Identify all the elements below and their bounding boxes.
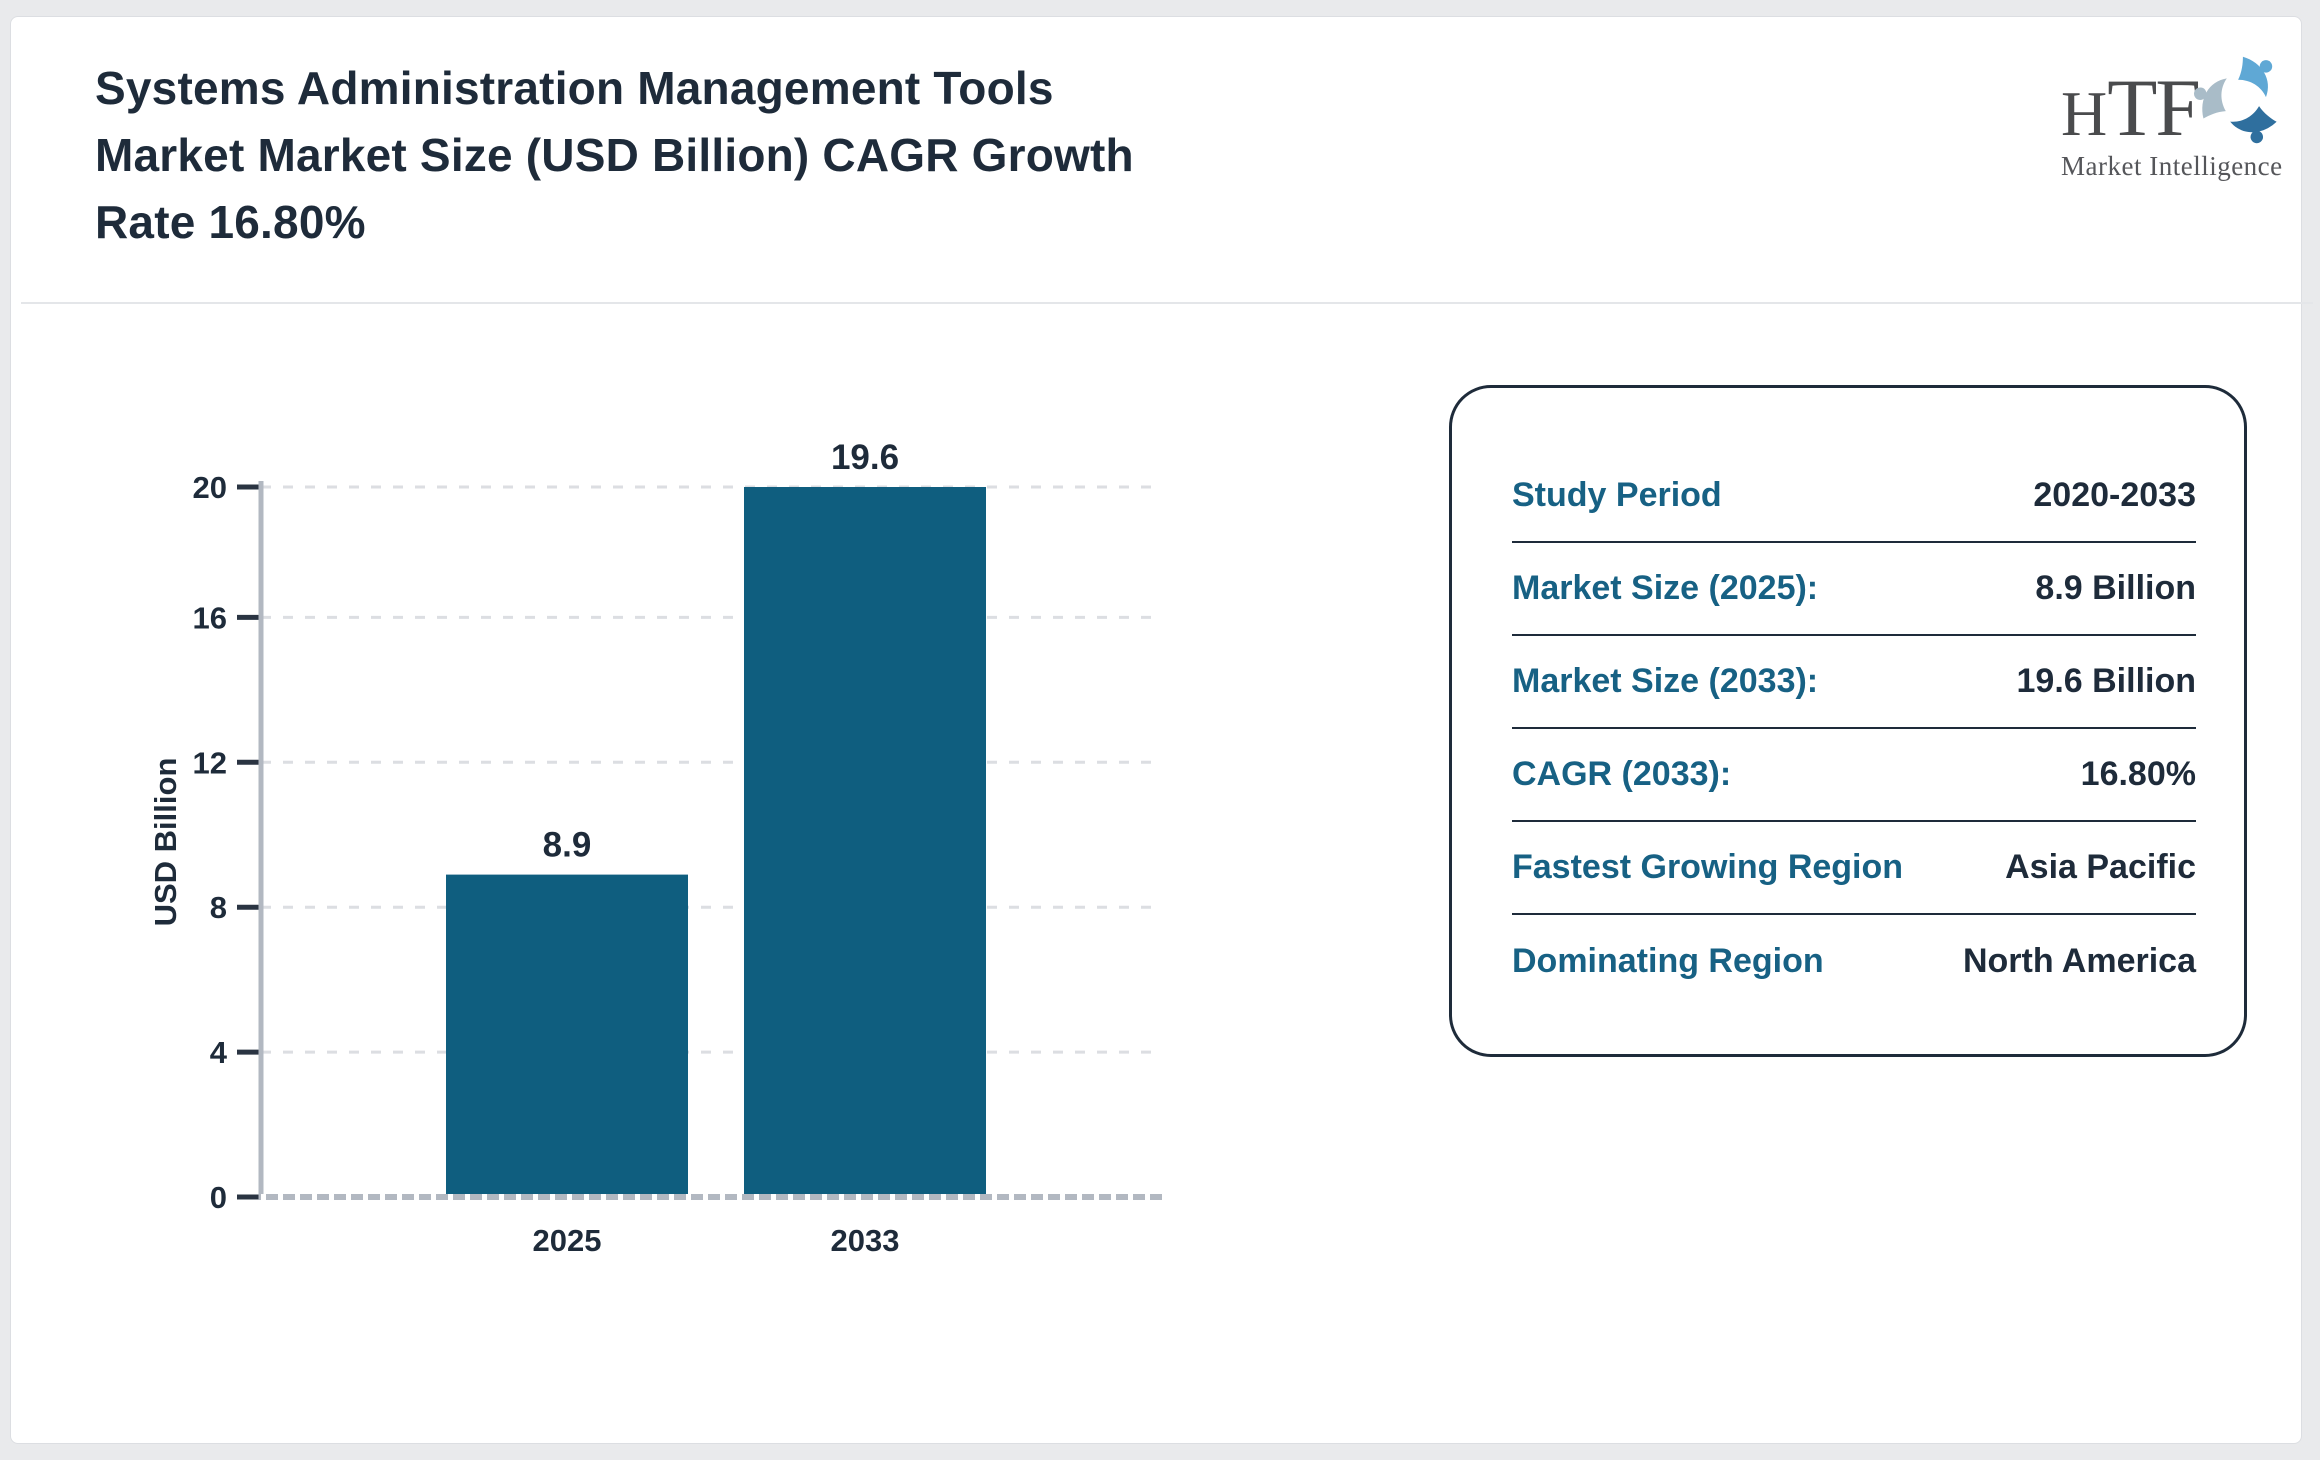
panel-row-label: CAGR (2033):: [1512, 755, 1732, 793]
title-line-1: Systems Administration Management Tools: [95, 62, 1054, 114]
panel-row-value: North America: [1962, 942, 2196, 980]
summary-panel: Study Period 2020-2033 Market Size (2025…: [1449, 385, 2247, 1057]
panel-row-value: 8.9 Billion: [2035, 569, 2196, 607]
y-tick-label: 12: [193, 745, 227, 780]
logo-wordmark: HTF: [2061, 67, 2201, 149]
bar-2025: [446, 874, 688, 1197]
panel-row-label: Dominating Region: [1512, 942, 1824, 980]
header-divider: [21, 302, 2313, 304]
y-axis-title: USD Billion: [148, 758, 183, 927]
panel-row-value: 2020-2033: [2033, 476, 2196, 514]
panel-row-market-size-2033: Market Size (2033): 19.6 Billion: [1512, 636, 2196, 729]
panel-row-value: 19.6 Billion: [2016, 662, 2197, 700]
report-card: Systems Administration Management Tools …: [10, 16, 2313, 1444]
logo-letter-t: T: [2107, 62, 2157, 153]
htf-logo: HTF Market Intelligence: [2061, 53, 2291, 182]
panel-row-dominating-region: Dominating Region North America: [1512, 915, 2196, 1008]
x-category-label: 2033: [831, 1223, 900, 1258]
panel-row-label: Market Size (2033):: [1512, 662, 1819, 700]
bar-value-label: 8.9: [543, 826, 592, 865]
page-title: Systems Administration Management Tools …: [95, 55, 1134, 256]
bar-value-label: 19.6: [831, 438, 899, 477]
x-category-label: 2025: [533, 1223, 602, 1258]
logo-letter-f: F: [2155, 62, 2201, 153]
y-tick-label: 4: [210, 1035, 228, 1070]
logo-subtext: Market Intelligence: [2061, 151, 2283, 181]
panel-row-label: Study Period: [1512, 476, 1722, 514]
y-tick-label: 0: [210, 1180, 227, 1215]
panel-row-value: 16.80%: [2080, 755, 2196, 793]
y-tick-label: 16: [193, 600, 227, 635]
bar-2033: [744, 487, 986, 1197]
panel-row-study-period: Study Period 2020-2033: [1512, 450, 2196, 543]
logo-swirl-icon: [2193, 56, 2277, 144]
panel-row-label: Fastest Growing Region: [1512, 848, 1904, 886]
panel-row-label: Market Size (2025):: [1512, 569, 1819, 607]
bar-chart: 0 4 8 12 16 20 8.9 2025 19.6 2033 USD Billion: [148, 438, 1167, 1258]
panel-row-cagr: CAGR (2033): 16.80%: [1512, 729, 2196, 822]
title-line-3: Rate 16.80%: [95, 196, 366, 248]
logo-wordmark-row: HTF: [2061, 53, 2291, 149]
y-tick-label: 20: [193, 470, 227, 505]
panel-row-fastest-growing-region: Fastest Growing Region Asia Pacific: [1512, 822, 2196, 915]
y-tick-label: 8: [210, 890, 227, 925]
panel-row-value: Asia Pacific: [2005, 848, 2196, 886]
panel-row-market-size-2025: Market Size (2025): 8.9 Billion: [1512, 543, 2196, 636]
logo-letter-h: H: [2061, 78, 2108, 149]
title-line-2: Market Market Size (USD Billion) CAGR Gr…: [95, 129, 1134, 181]
